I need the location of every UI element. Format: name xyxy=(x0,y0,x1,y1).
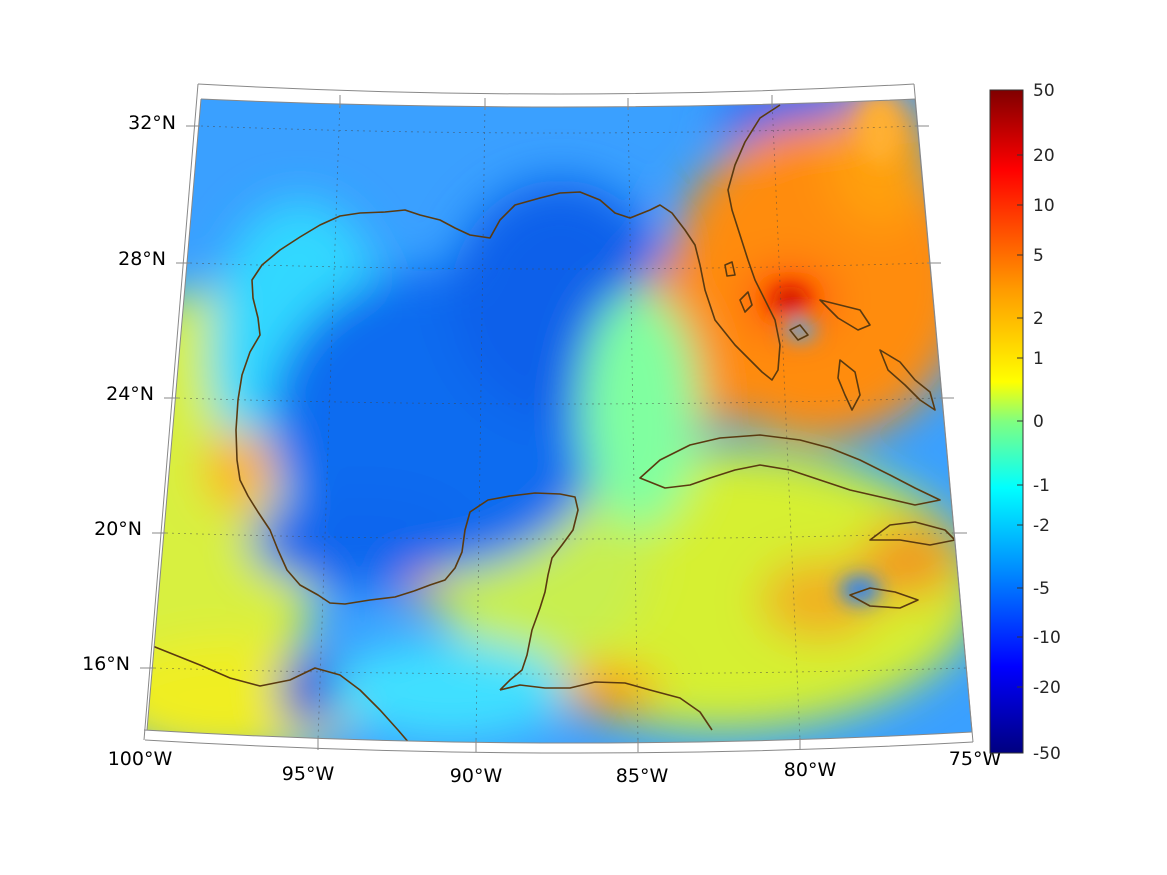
lon-label: 95°W xyxy=(282,763,335,785)
colorbar-tick-label: 0 xyxy=(1033,412,1044,432)
latitude-labels: 32°N 28°N 24°N 20°N 16°N xyxy=(82,112,176,675)
coastlines xyxy=(149,104,956,744)
map-frame xyxy=(140,83,974,754)
colorbar-tick-label: 50 xyxy=(1033,81,1055,101)
colorbar-tick-label: 10 xyxy=(1033,196,1055,216)
lat-label: 32°N xyxy=(128,112,176,134)
lat-label: 16°N xyxy=(82,653,130,675)
longitude-labels: 100°W 95°W 90°W 85°W 80°W 75°W xyxy=(108,748,1002,787)
graticule xyxy=(153,99,967,743)
colorbar-tick-label: -5 xyxy=(1033,579,1050,599)
lon-label: 100°W xyxy=(108,748,173,770)
colorbar-tick-label: -2 xyxy=(1033,516,1050,536)
lat-label: 20°N xyxy=(94,518,142,540)
map-area xyxy=(147,99,972,744)
colorbar-tick-label: 1 xyxy=(1033,349,1044,369)
lat-label: 24°N xyxy=(106,383,154,405)
colorbar-tick-label: -10 xyxy=(1033,628,1061,648)
colorbar: 50 20 10 5 2 1 0 -1 -2 -5 -10 -20 -50 xyxy=(989,81,1061,764)
colorbar-tick-label: -20 xyxy=(1033,678,1061,698)
lon-label: 75°W xyxy=(949,748,1002,770)
colorbar-tick-label: 5 xyxy=(1033,246,1044,266)
lat-label: 28°N xyxy=(118,248,166,270)
colorbar-tick-label: 2 xyxy=(1033,309,1044,329)
colorbar-tick-label: 20 xyxy=(1033,146,1055,166)
colorbar-ticks xyxy=(1017,154,1023,688)
lon-label: 85°W xyxy=(616,765,669,787)
lon-label: 90°W xyxy=(450,765,503,787)
lon-label: 80°W xyxy=(784,759,837,781)
colorbar-tick-label: -1 xyxy=(1033,476,1050,496)
colorbar-tick-label: -50 xyxy=(1033,744,1061,764)
